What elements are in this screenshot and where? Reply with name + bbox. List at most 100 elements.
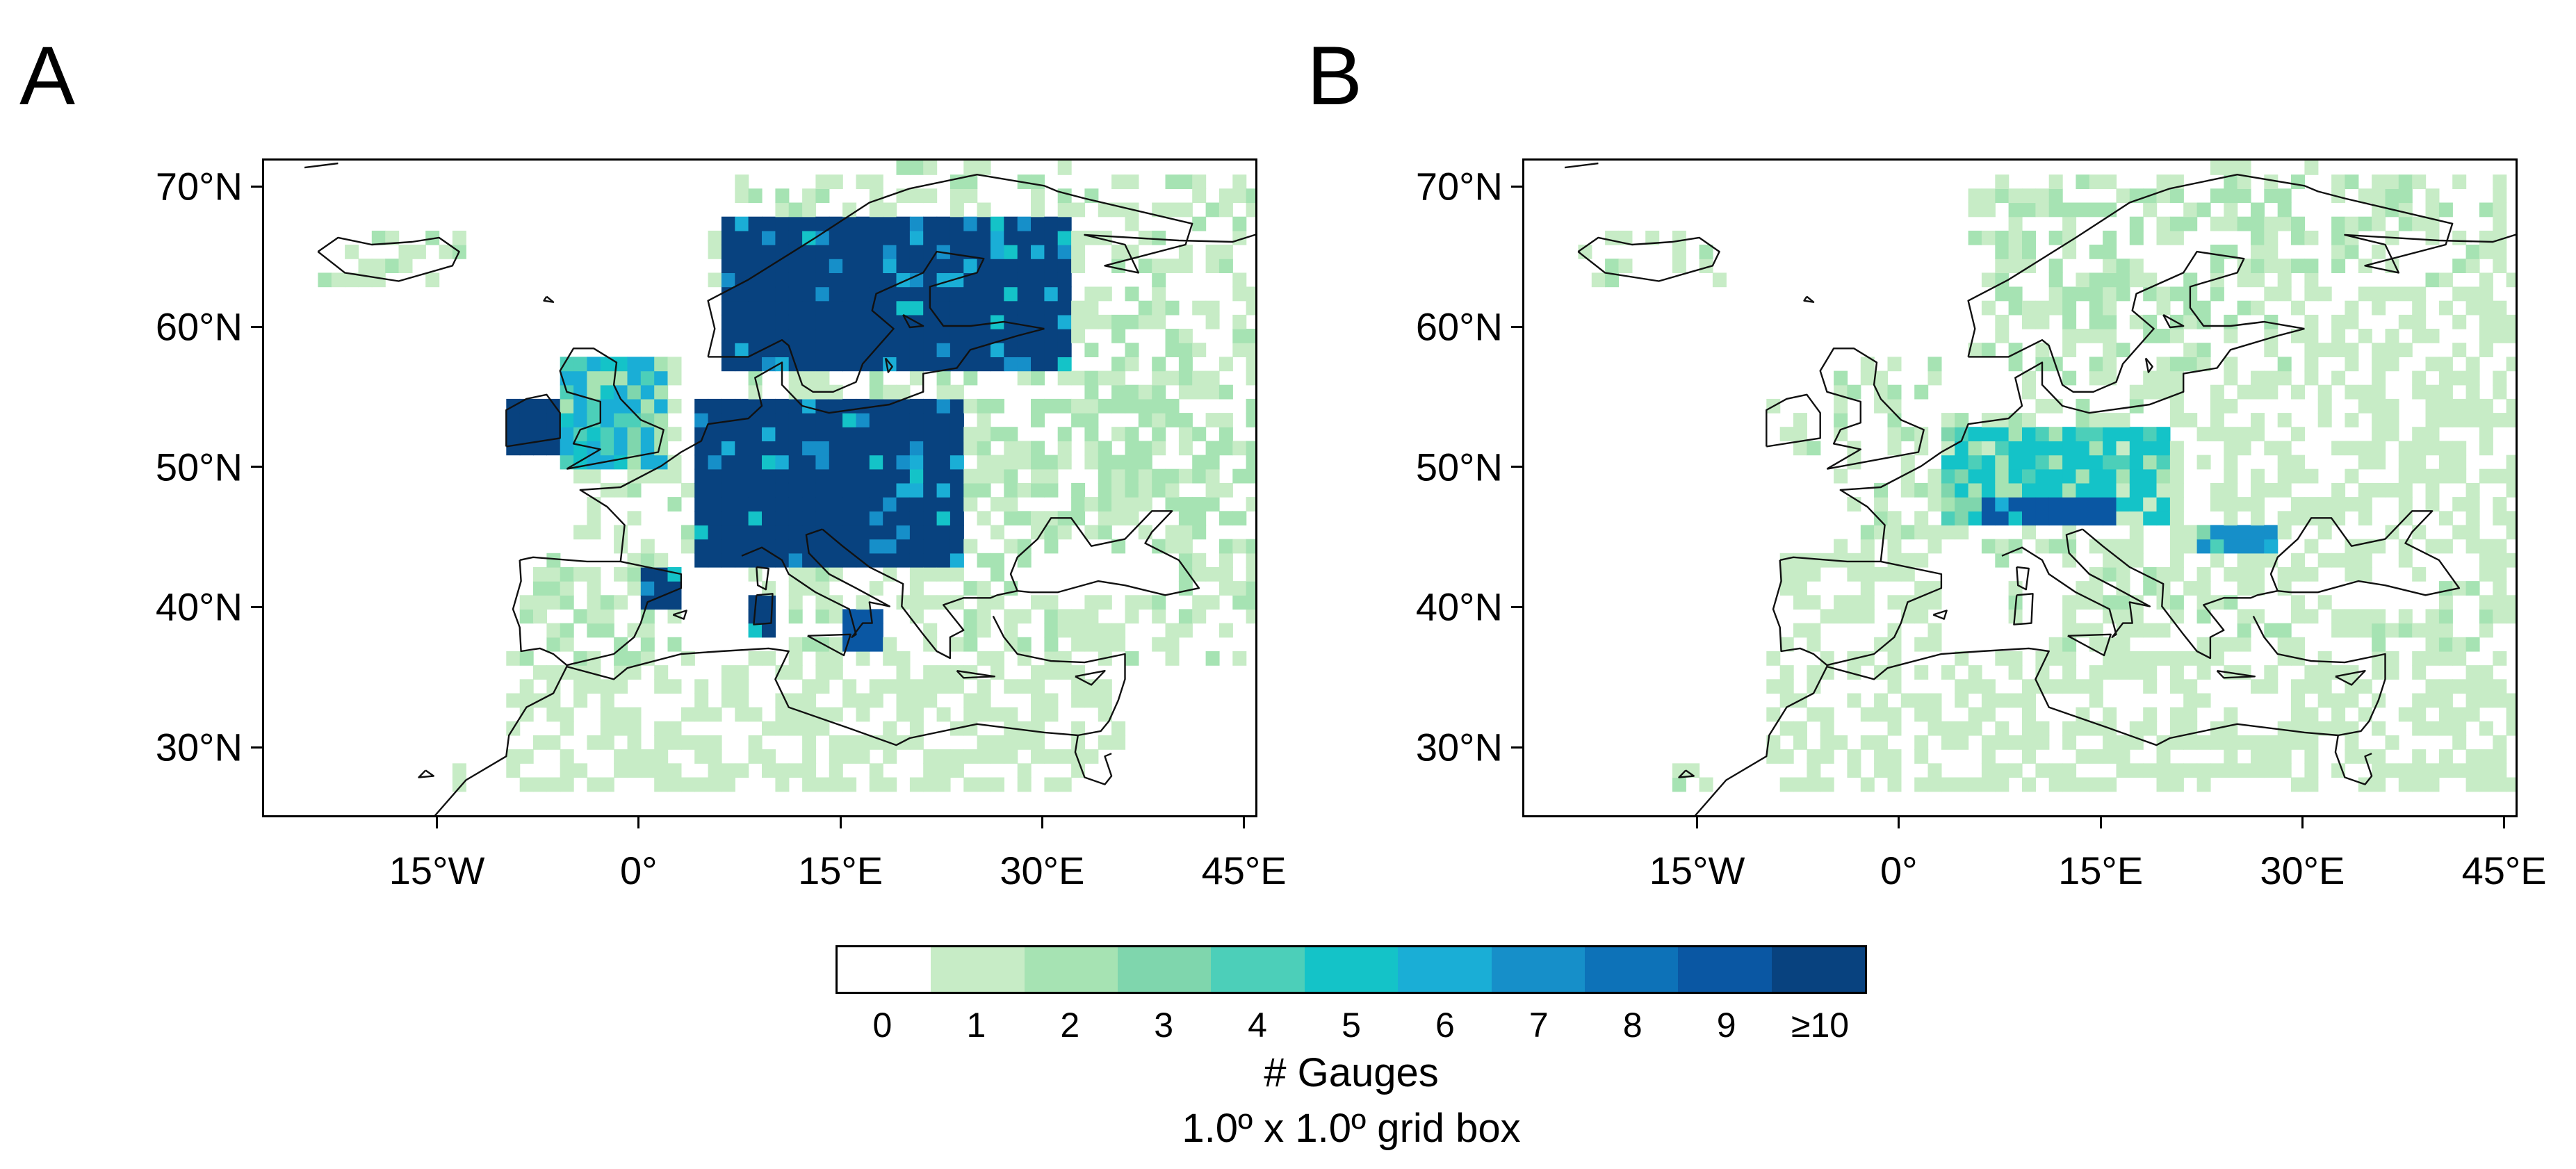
grid-cell — [2398, 174, 2413, 189]
grid-cell — [775, 259, 790, 273]
grid-cell — [1071, 609, 1086, 624]
grid-cell — [977, 398, 991, 414]
grid-cell — [1874, 637, 1889, 652]
grid-cell — [735, 272, 749, 288]
grid-cell — [2076, 497, 2090, 512]
grid-cell — [896, 300, 911, 316]
grid-cell — [1044, 468, 1059, 484]
grid-cell — [1246, 286, 1255, 302]
grid-cell — [2264, 174, 2279, 189]
grid-cell — [2237, 427, 2251, 441]
grid-cell — [2358, 679, 2372, 694]
grid-cell — [2210, 245, 2224, 259]
grid-cell — [1834, 398, 1848, 414]
grid-cell — [1927, 721, 1942, 736]
grid-cell — [2008, 468, 2023, 484]
map-svg-a — [304, 161, 1255, 815]
lat-tick-a — [251, 746, 262, 749]
grid-cell — [519, 595, 534, 610]
lat-tick-b — [1511, 746, 1522, 749]
grid-cell — [614, 398, 628, 414]
grid-cell — [371, 259, 386, 273]
grid-cell — [2251, 539, 2265, 554]
grid-cell — [2465, 665, 2480, 680]
grid-cell — [2291, 300, 2305, 316]
grid-cell — [587, 525, 601, 540]
grid-cell — [1165, 329, 1180, 343]
grid-cell — [600, 384, 614, 400]
grid-cell — [2210, 637, 2224, 652]
grid-cell — [1218, 553, 1233, 568]
grid-cell — [2103, 566, 2117, 582]
grid-cell — [640, 441, 655, 456]
grid-cell — [2251, 482, 2265, 498]
grid-cell — [2412, 216, 2427, 231]
lat-tick-label-a: 40°N — [155, 584, 243, 629]
grid-cell — [2345, 497, 2359, 512]
grid-cell — [1138, 595, 1152, 610]
grid-cell — [1192, 553, 1207, 568]
grid-cell — [775, 777, 790, 792]
grid-cell — [694, 777, 709, 792]
grid-cell — [2425, 427, 2440, 441]
grid-cell — [587, 609, 601, 624]
grid-cell — [2465, 511, 2480, 526]
grid-cell — [1807, 707, 1821, 722]
grid-cell — [1860, 539, 1875, 554]
grid-cell — [2398, 539, 2413, 554]
grid-cell — [2465, 398, 2480, 414]
grid-cell — [2116, 259, 2130, 273]
grid-cell — [1995, 174, 2010, 189]
grid-cell — [748, 357, 763, 372]
grid-cell — [2277, 482, 2292, 498]
grid-cell — [546, 553, 561, 568]
grid-cell — [896, 384, 911, 400]
grid-cell — [936, 595, 951, 610]
grid-cell — [1044, 314, 1059, 329]
grid-cell — [991, 286, 1004, 302]
grid-cell — [2224, 161, 2238, 175]
grid-cell — [1178, 357, 1193, 372]
grid-cell — [694, 539, 709, 554]
grid-cell — [1084, 314, 1099, 329]
grid-cell — [1218, 245, 1233, 259]
grid-cell — [2116, 609, 2130, 624]
grid-cell — [2385, 482, 2399, 498]
grid-cell — [2008, 286, 2023, 302]
grid-cell — [2398, 609, 2413, 624]
grid-cell — [788, 272, 803, 288]
grid-cell — [883, 398, 897, 414]
grid-cell — [1246, 566, 1255, 582]
grid-cell — [2493, 539, 2507, 554]
grid-cell — [1165, 539, 1180, 554]
coastlines — [1564, 162, 2516, 815]
grid-cell — [909, 482, 924, 498]
grid-cell — [2156, 370, 2171, 386]
grid-cell — [2291, 174, 2305, 189]
grid-cell — [1098, 202, 1112, 218]
grid-cell — [949, 188, 964, 204]
map-panel-a — [262, 158, 1257, 817]
grid-cell — [815, 566, 830, 582]
grid-cell — [614, 707, 628, 722]
grid-cell — [708, 413, 722, 427]
grid-cell — [2035, 188, 2050, 204]
grid-cell — [2022, 427, 2036, 441]
grid-cell — [2076, 679, 2090, 694]
grid-cell — [896, 707, 911, 722]
grid-cell — [869, 174, 883, 189]
grid-cell — [977, 581, 991, 596]
grid-cell — [2358, 553, 2372, 568]
grid-cell — [735, 329, 749, 343]
grid-cell — [1044, 455, 1059, 470]
grid-cell — [2169, 679, 2184, 694]
grid-cell — [2076, 329, 2090, 343]
grid-cell — [909, 370, 924, 386]
grid-cell — [1098, 693, 1112, 708]
grid-cell — [2076, 468, 2090, 484]
grid-cell — [2169, 511, 2184, 526]
grid-cell — [2022, 413, 2036, 427]
grid-cell — [802, 384, 817, 400]
grid-cell — [2291, 609, 2305, 624]
grid-cell — [869, 370, 883, 386]
